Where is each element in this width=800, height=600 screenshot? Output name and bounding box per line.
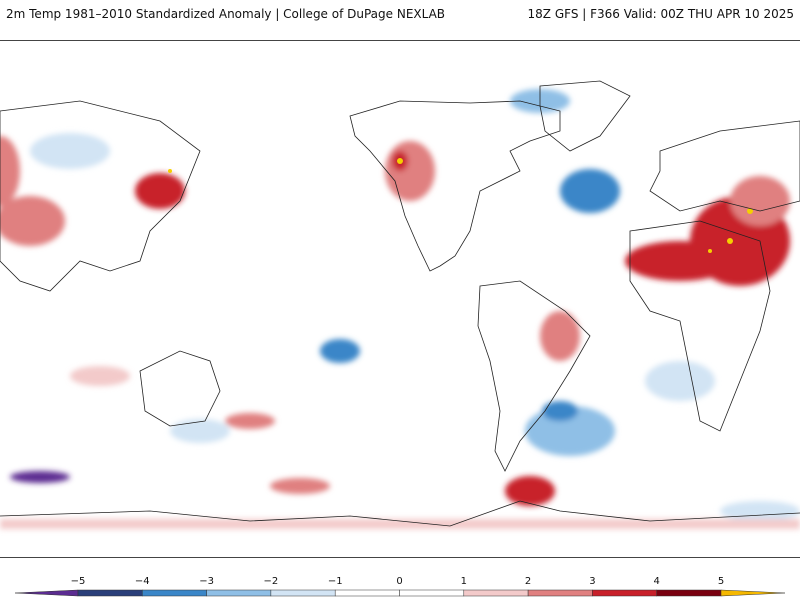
colorbar-segment [77, 589, 143, 597]
australia [139, 350, 221, 427]
colorbar-tick-label: 2 [525, 576, 531, 587]
colorbar-segment [270, 589, 336, 597]
colorbar-segment [399, 589, 465, 597]
colorbar-tick-label: −5 [71, 576, 86, 587]
asia-east [0, 100, 201, 292]
colorbar-segment [463, 589, 529, 597]
colorbar-segment [592, 589, 657, 597]
colorbar-segment [206, 589, 272, 597]
colorbar-segment [656, 589, 722, 597]
colorbar-tick-label: −2 [264, 576, 279, 587]
colorbar: −5 −4 −3 −2 −1 0 1 2 3 4 5 [0, 568, 800, 600]
header: 2m Temp 1981–2010 Standardized Anomaly |… [0, 0, 800, 30]
africa [629, 220, 771, 432]
map-title: 2m Temp 1981–2010 Standardized Anomaly |… [6, 7, 446, 21]
colorbar-segment [142, 589, 207, 597]
colorbar-segment [14, 589, 79, 597]
colorbar-tick-label: −1 [328, 576, 343, 587]
colorbar-tick-label: 0 [396, 576, 402, 587]
colorbar-tick-label: 1 [461, 576, 467, 587]
extreme-anomaly-spots [168, 158, 753, 253]
colorbar-tick-label: 3 [589, 576, 595, 587]
colorbar-tick-label: −4 [135, 576, 150, 587]
greenland [539, 80, 631, 152]
colorbar-segment [334, 589, 400, 597]
antarctica [0, 500, 800, 527]
colorbar-segment [720, 589, 786, 597]
north-america [349, 100, 561, 272]
south-america [477, 280, 591, 472]
anomaly-map[interactable] [0, 40, 800, 558]
colorbar-segment [527, 589, 593, 597]
model-run-info: 18Z GFS | F366 Valid: 00Z THU APR 10 202… [527, 7, 794, 21]
colorbar-tick-label: 5 [718, 576, 724, 587]
colorbar-tick-label: −3 [199, 576, 214, 587]
europe [649, 120, 800, 212]
anomaly-shading [0, 89, 800, 529]
colorbar-tick-label: 4 [654, 576, 660, 587]
map-canvas [0, 80, 800, 529]
coastlines [0, 80, 800, 527]
colorbar-svg: −5 −4 −3 −2 −1 0 1 2 3 4 5 [14, 576, 786, 597]
